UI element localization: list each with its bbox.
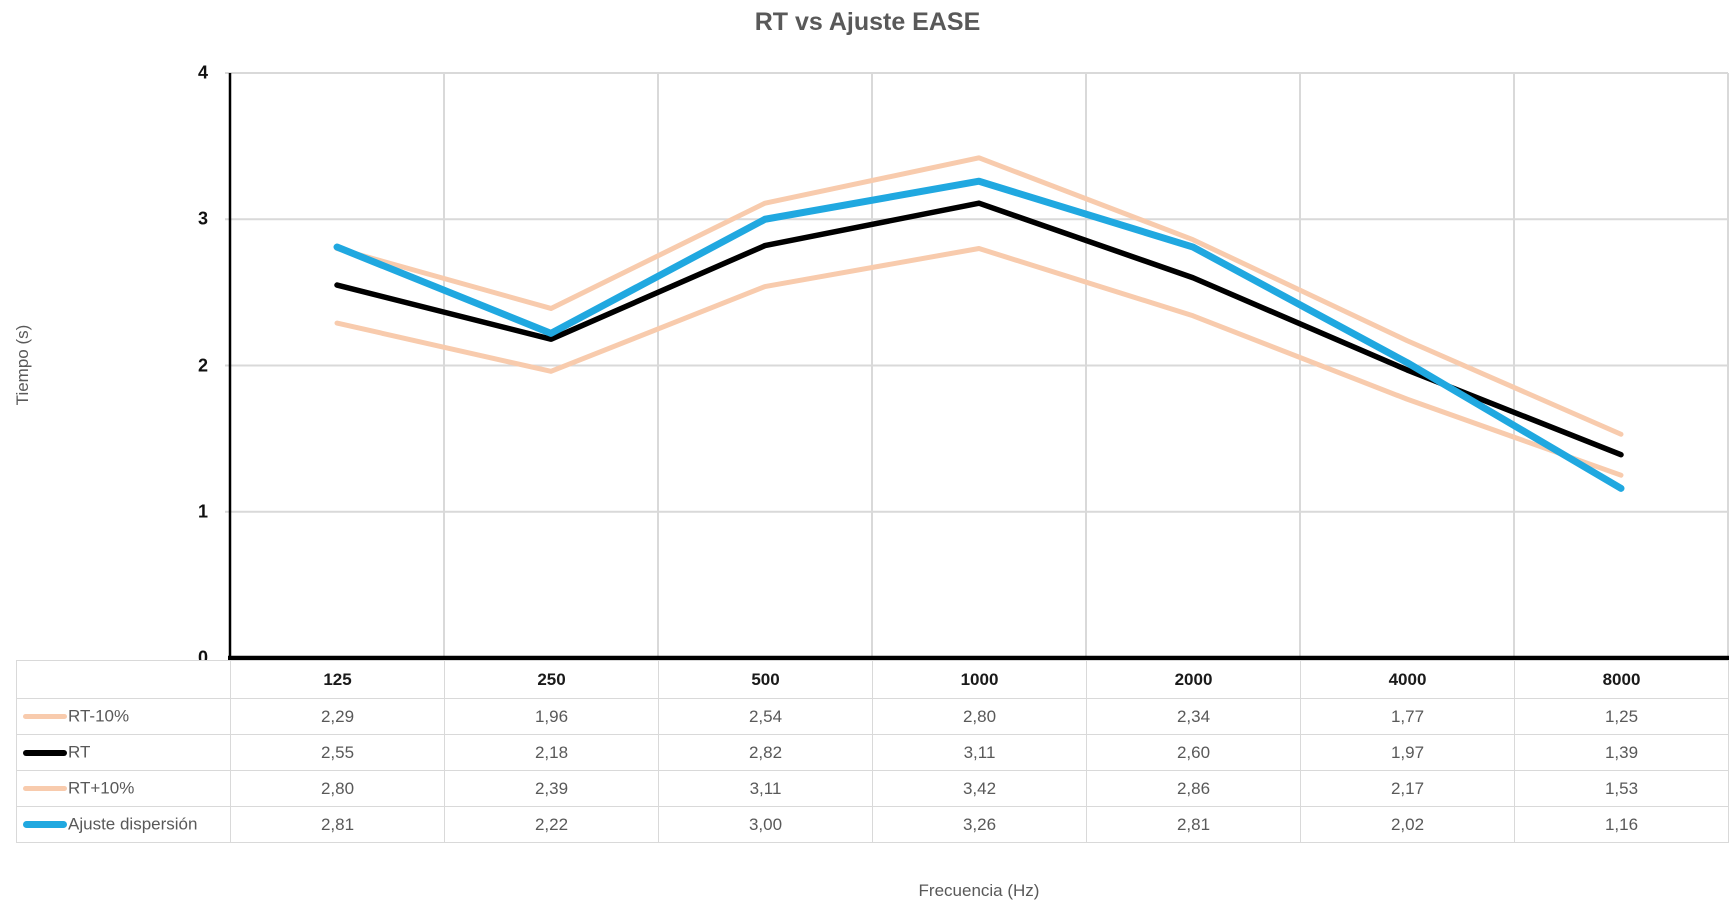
chart-title: RT vs Ajuste EASE (754, 8, 981, 36)
legend-cell-Ajuste dispersión: Ajuste dispersión (16, 806, 231, 843)
table-cell: 2,22 (444, 806, 659, 843)
category-header-125: 125 (230, 660, 445, 699)
table-cell: 1,96 (444, 698, 659, 735)
table-row-RT: RT 2,55 2,18 2,82 3,11 2,60 1,97 1,39 (16, 734, 1729, 771)
legend-swatch-RT (23, 749, 67, 756)
legend-label: RT+10% (68, 778, 135, 798)
category-header-row: 125 250 500 1000 2000 4000 8000 (16, 660, 1729, 699)
table-cell: 2,02 (1300, 806, 1515, 843)
table-cell: 1,97 (1300, 734, 1515, 771)
table-cell: 2,55 (230, 734, 445, 771)
table-cell: 2,39 (444, 770, 659, 807)
table-cell: 2,81 (1086, 806, 1301, 843)
category-header-8000: 8000 (1514, 660, 1729, 699)
table-cell: 3,42 (872, 770, 1087, 807)
table-corner-cell (16, 660, 231, 699)
data-table: 125 250 500 1000 2000 4000 8000 RT-10% 2,29 1,96… (16, 660, 1729, 843)
table-cell: 1,77 (1300, 698, 1515, 735)
table-cell: 2,54 (658, 698, 873, 735)
table-cell: 1,39 (1514, 734, 1729, 771)
table-cell: 2,82 (658, 734, 873, 771)
legend-cell-RT+10%: RT+10% (16, 770, 231, 807)
legend-swatch-RT+10% (23, 786, 67, 792)
table-cell: 2,81 (230, 806, 445, 843)
category-header-250: 250 (444, 660, 659, 699)
legend-label: Ajuste dispersión (68, 814, 198, 834)
table-row-RT-10%: RT-10% 2,29 1,96 2,54 2,80 2,34 1,77 1,25 (16, 698, 1729, 735)
y-tick-label-1: 1 (197, 501, 208, 522)
category-header-1000: 1000 (872, 660, 1087, 699)
legend-cell-RT-10%: RT-10% (16, 698, 231, 735)
y-tick-label-2: 2 (197, 355, 208, 375)
y-axis-title: Tiempo (s) (13, 324, 32, 406)
table-row-RT+10%: RT+10% 2,80 2,39 3,11 3,42 2,86 2,17 1,53 (16, 770, 1729, 807)
table-cell: 3,00 (658, 806, 873, 843)
y-tick-label-0: 0 (197, 647, 208, 668)
table-row-Ajuste dispersión: Ajuste dispersión 2,81 2,22 3,00 3,26 2,81 2,0… (16, 806, 1729, 843)
legend-cell-RT: RT (16, 734, 231, 771)
table-cell: 1,53 (1514, 770, 1729, 807)
legend-swatch-RT-10% (23, 714, 67, 720)
table-cell: 2,29 (230, 698, 445, 735)
x-axis-title: Frecuencia (Hz) (918, 881, 1040, 900)
table-cell: 2,60 (1086, 734, 1301, 771)
series-line-RT-10% (334, 246, 1624, 478)
table-cell: 1,16 (1514, 806, 1729, 843)
table-cell: 2,18 (444, 734, 659, 771)
table-cell: 2,86 (1086, 770, 1301, 807)
legend-label: RT (68, 742, 91, 762)
category-header-500: 500 (658, 660, 873, 699)
table-cell: 2,34 (1086, 698, 1301, 735)
y-tick-label-4: 4 (197, 62, 208, 83)
table-cell: 3,11 (872, 734, 1087, 771)
legend-label: RT-10% (68, 706, 130, 726)
category-header-2000: 2000 (1086, 660, 1301, 699)
table-cell: 2,80 (230, 770, 445, 807)
table-cell: 2,17 (1300, 770, 1515, 807)
category-header-4000: 4000 (1300, 660, 1515, 699)
y-tick-label-3: 3 (197, 208, 208, 229)
table-cell: 1,25 (1514, 698, 1729, 735)
series-line-Ajuste dispersión (333, 177, 1625, 492)
series-line-RT (334, 200, 1624, 458)
table-cell: 3,11 (658, 770, 873, 807)
series-line-RT+10% (334, 155, 1624, 437)
table-cell: 2,80 (872, 698, 1087, 735)
legend-swatch-Ajuste dispersión (23, 821, 67, 829)
table-cell: 3,26 (872, 806, 1087, 843)
